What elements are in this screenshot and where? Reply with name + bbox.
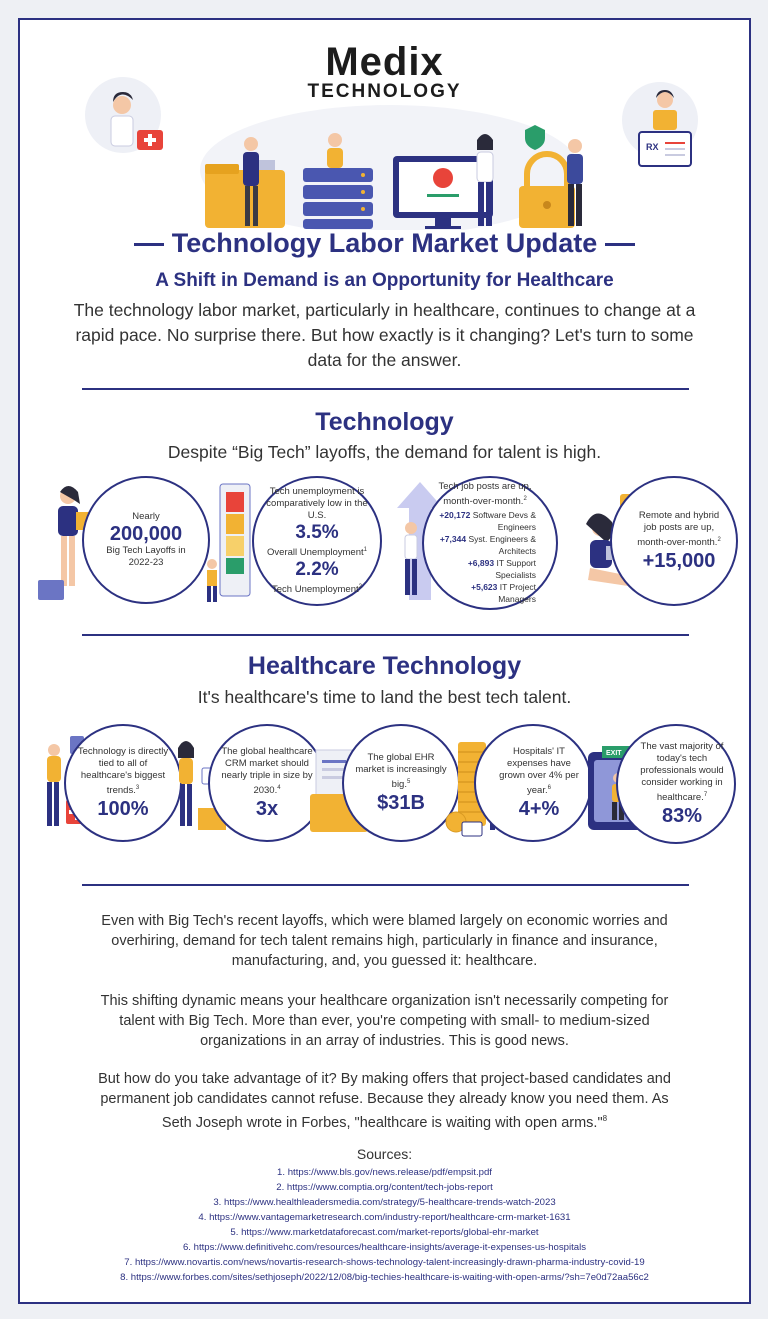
- source-link[interactable]: 6. https://www.definitivehc.com/resource…: [182, 1242, 587, 1253]
- hc-stat-crm-text: The global healthcare CRM market should …: [221, 746, 313, 797]
- page-title: Technology Labor Market Update: [20, 228, 749, 259]
- hc-stat-trends: Technology is directly tied to all of he…: [64, 724, 182, 842]
- page-subtitle: A Shift in Demand is an Opportunity for …: [155, 270, 614, 291]
- job-post-label: IT Project Managers: [498, 581, 536, 604]
- job-posts-list: +20,172 Software Devs & Engineers +7,344 …: [434, 509, 536, 605]
- sources-list: 1. https://www.bls.gov/news.release/pdf/…: [20, 1165, 749, 1285]
- rx-label: RX: [646, 142, 659, 152]
- ref-2b: 2: [523, 496, 527, 503]
- hc-stat-trends-value: 100%: [97, 797, 149, 820]
- stat-unemployment-tech-label: Tech Unemployment: [272, 584, 359, 596]
- stat-unemployment: Tech unemployment is comparatively low i…: [252, 476, 382, 606]
- woman-standing-illustration: [476, 134, 494, 226]
- stat-unemployment-tech-value: 2.2%: [295, 559, 339, 580]
- ref-4: 4: [277, 785, 281, 792]
- source-link[interactable]: 5. https://www.marketdataforecast.com/ma…: [230, 1227, 539, 1238]
- stat-remote-value: +15,000: [642, 549, 716, 572]
- body-paragraph-2: This shifting dynamic means your healthc…: [100, 993, 669, 1049]
- ref-7: 7: [703, 792, 708, 799]
- man-phone-illustration: [567, 139, 583, 226]
- stat-unemployment-overall-value: 3.5%: [295, 521, 339, 543]
- page-title-text: Technology Labor Market Update: [171, 228, 598, 258]
- divider: [82, 884, 689, 886]
- job-post-item: +5,623 IT Project Managers: [434, 581, 536, 605]
- stat-layoffs: Nearly 200,000 Big Tech Layoffs in 2022-…: [82, 476, 210, 604]
- stat-job-posts: Tech job posts are up, month-over-month.…: [422, 476, 558, 610]
- job-post-count: +20,172: [439, 509, 471, 520]
- ref-1: 1: [363, 546, 367, 553]
- body-paragraph-3: But how do you take advantage of it? By …: [90, 1069, 679, 1133]
- intro-paragraph: The technology labor market, particularl…: [73, 300, 696, 370]
- job-post-item: +7,344 Syst. Engineers & Architects: [434, 533, 536, 557]
- stat-remote-hybrid: Remote and hybrid job posts are up, mont…: [610, 476, 738, 606]
- stat-job-posts-pre: Tech job posts are up, month-over-month.: [438, 481, 532, 508]
- stat-layoffs-post: Big Tech Layoffs in 2022-23: [106, 545, 186, 568]
- body-paragraph-3-text: But how do you take advantage of it? By …: [98, 1071, 671, 1131]
- server-illustration: [303, 133, 373, 229]
- arrow-up-illustration: [397, 482, 443, 600]
- header-illustration: RX: [85, 77, 698, 230]
- hc-stat-ehr: The global EHR market is increasingly bi…: [342, 724, 460, 842]
- ref-8: 8: [602, 1114, 608, 1123]
- hc-stat-it-expenses: Hospitals' IT expenses have grown over 4…: [474, 724, 592, 842]
- source-link[interactable]: 8. https://www.forbes.com/sites/sethjose…: [120, 1272, 649, 1283]
- brand-tagline: TECHNOLOGY: [307, 81, 462, 102]
- healthcare-subtitle: It's healthcare's time to land the best …: [197, 687, 572, 707]
- hc-stat-it-expenses-value: 4+%: [518, 797, 560, 820]
- exit-sign: EXIT: [606, 750, 622, 757]
- job-post-label: Software Devs & Engineers: [472, 509, 536, 532]
- man-laptop-illustration: [243, 137, 275, 226]
- ref-6: 6: [547, 785, 551, 792]
- title-dash-right: [605, 243, 636, 247]
- sources-title: Sources:: [356, 1146, 413, 1162]
- divider: [82, 388, 689, 390]
- source-link[interactable]: 7. https://www.novartis.com/news/novarti…: [124, 1257, 645, 1268]
- ref-3: 3: [135, 785, 140, 792]
- woman-box-illustration: [38, 486, 96, 600]
- stat-remote-pre: Remote and hybrid job posts are up, mont…: [637, 510, 720, 549]
- ref-2: 2: [358, 584, 362, 590]
- hc-stat-ehr-value: $31B: [377, 791, 425, 814]
- source-link[interactable]: 4. https://www.vantagemarketresearch.com…: [198, 1212, 571, 1223]
- title-dash-left: [133, 243, 164, 247]
- doctor-illustration: [85, 77, 163, 153]
- stat-unemployment-overall-label: Overall Unemployment: [267, 547, 364, 558]
- stat-layoffs-pre: Nearly: [132, 511, 160, 522]
- job-post-item: +6,893 IT Support Specialists: [434, 557, 536, 581]
- divider: [82, 634, 689, 636]
- stat-unemployment-pre: Tech unemployment is comparatively low i…: [266, 485, 368, 521]
- job-post-count: +7,344: [439, 533, 467, 544]
- job-post-count: +6,893: [467, 557, 495, 568]
- unemployment-chart-illustration: [207, 483, 251, 602]
- hc-stat-consider-value: 83%: [661, 804, 703, 827]
- lock-illustration: [519, 125, 575, 228]
- hc-stat-consider: The vast majority of today's tech profes…: [616, 724, 736, 844]
- brand-logo: Medix TECHNOLOGY: [20, 42, 749, 102]
- hc-stat-trends-text: Technology is directly tied to all of he…: [77, 746, 169, 797]
- monitor-illustration: [393, 156, 493, 229]
- job-post-label: IT Support Specialists: [495, 557, 536, 580]
- source-link[interactable]: 2. https://www.comptia.org/content/tech-…: [276, 1182, 493, 1193]
- body-paragraph-1: Even with Big Tech's recent layoffs, whi…: [101, 913, 668, 969]
- hc-stat-ehr-text: The global EHR market is increasingly bi…: [355, 752, 447, 791]
- ref-5: 5: [406, 779, 411, 786]
- hc-stat-it-expenses-text: Hospitals' IT expenses have grown over 4…: [499, 746, 579, 797]
- brand-name: Medix: [325, 40, 444, 84]
- hc-stat-consider-text: The vast majority of today's tech profes…: [640, 741, 724, 804]
- technology-title: Technology: [315, 408, 454, 436]
- healthcare-title: Healthcare Technology: [247, 652, 522, 680]
- job-post-item: +20,172 Software Devs & Engineers: [434, 509, 536, 533]
- technology-subtitle: Despite “Big Tech” layoffs, the demand f…: [167, 442, 602, 462]
- job-post-count: +5,623: [471, 581, 498, 592]
- source-link[interactable]: 3. https://www.healthleadersmedia.com/st…: [213, 1197, 556, 1208]
- hc-stat-crm-value: 3x: [255, 797, 279, 820]
- infographic-frame: Medix TECHNOLOGY RX: [18, 18, 751, 1304]
- job-post-label: Syst. Engineers & Architects: [468, 533, 536, 556]
- pharmacist-illustration: RX: [622, 82, 698, 167]
- ref-2c: 2: [717, 537, 721, 544]
- source-link[interactable]: 1. https://www.bls.gov/news.release/pdf/…: [277, 1167, 492, 1178]
- stat-layoffs-value: 200,000: [109, 523, 183, 545]
